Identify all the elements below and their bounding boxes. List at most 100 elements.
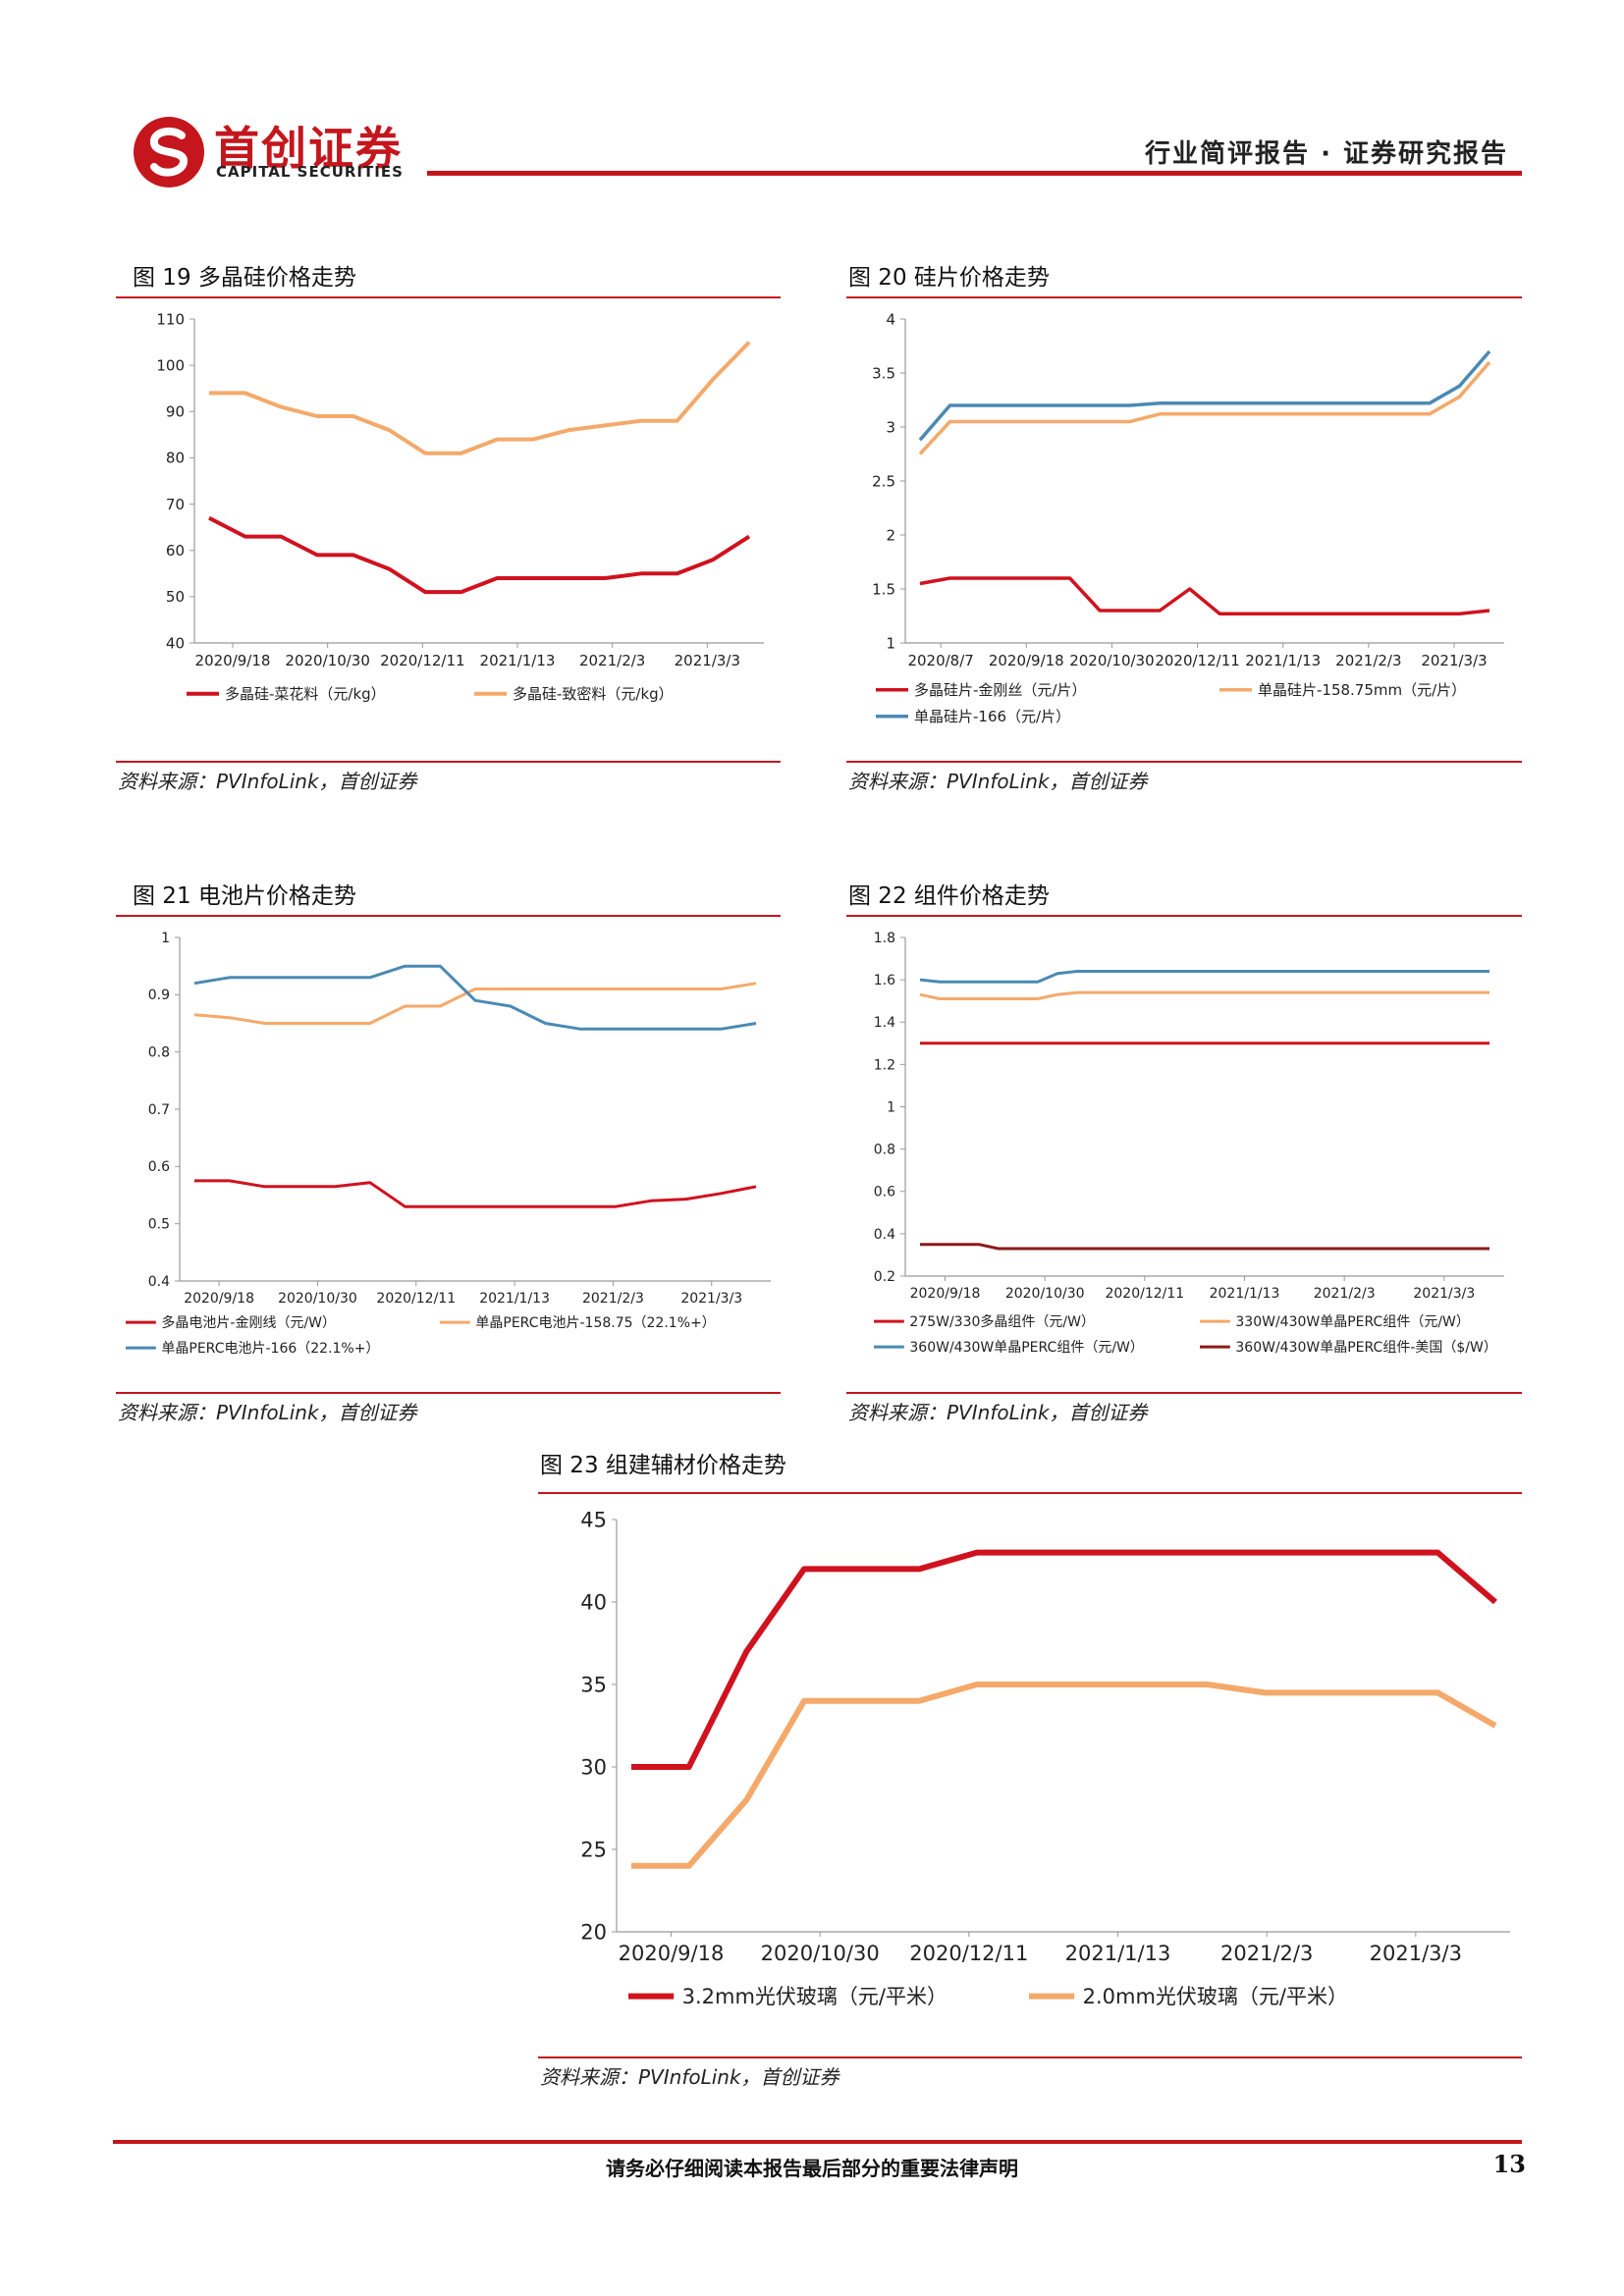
series-line-2 bbox=[919, 970, 1489, 984]
y-tick-label: 1.4 bbox=[874, 1015, 895, 1031]
figure-21-chart: 0.4 0.5 0.6 0.7 0.8 0.9 1 2020/9/18 2020/10/30 20… bbox=[126, 931, 771, 1357]
x-tick-label: 2021/3/3 bbox=[1370, 1942, 1462, 1965]
y-tick-label: 110 bbox=[156, 310, 185, 328]
figure-20-top-rule bbox=[846, 296, 1522, 298]
legend-item-3: 360W/430W单晶PERC组件-美国（$/W） bbox=[1200, 1340, 1497, 1356]
figure-19-source: 资料来源：PVInfoLink，首创证券 bbox=[118, 770, 417, 793]
legend-label: 多晶电池片-金刚线（元/W） bbox=[161, 1314, 336, 1331]
x-tick-label: 2021/2/3 bbox=[1220, 1942, 1313, 1965]
figure-19-chart: 40 50 60 70 80 90 100 110 2020/9/18 2020/10/30 202… bbox=[156, 310, 764, 703]
legend-label: 330W/430W单晶PERC组件（元/W） bbox=[1235, 1314, 1470, 1330]
y-tick-label: 70 bbox=[166, 496, 185, 513]
y-tick-label: 1.5 bbox=[872, 580, 895, 598]
x-tick-label: 2021/3/3 bbox=[1413, 1286, 1475, 1302]
y-tick-label: 40 bbox=[580, 1590, 607, 1614]
series-line-0 bbox=[919, 576, 1490, 616]
x-tick-label: 2021/1/13 bbox=[480, 652, 556, 669]
x-tick-label: 2020/12/11 bbox=[909, 1942, 1028, 1965]
legend-label: 275W/330多晶组件（元/W） bbox=[909, 1313, 1095, 1330]
x-tick-label: 2020/12/11 bbox=[380, 652, 464, 669]
x-tick-label: 2021/3/3 bbox=[1421, 652, 1487, 669]
y-tick-label: 0.8 bbox=[874, 1143, 895, 1158]
x-tick-label: 2020/10/30 bbox=[1069, 652, 1154, 669]
y-tick-label: 0.7 bbox=[148, 1102, 170, 1118]
legend-item-1: 330W/430W单晶PERC组件（元/W） bbox=[1200, 1314, 1470, 1330]
y-tick-label: 90 bbox=[166, 403, 185, 421]
legend-label: 2.0mm光伏玻璃（元/平米） bbox=[1083, 1985, 1348, 2008]
x-tick-label: 2020/9/18 bbox=[619, 1942, 725, 1965]
logo-icon bbox=[134, 117, 204, 187]
series-line-0 bbox=[208, 515, 751, 595]
series-line-3 bbox=[920, 1243, 1489, 1251]
legend-item-0: 多晶硅-菜花料（元/kg） bbox=[187, 685, 386, 703]
brand-name-cn: 首创证券 bbox=[214, 122, 403, 175]
figure-22-top-rule bbox=[846, 915, 1522, 917]
legend-label: 360W/430W单晶PERC组件（元/W） bbox=[909, 1340, 1144, 1356]
y-tick-label: 0.2 bbox=[874, 1269, 895, 1285]
y-tick-label: 3.5 bbox=[872, 364, 895, 382]
legend-item-1: 单晶PERC电池片-158.75（22.1%+） bbox=[440, 1315, 716, 1331]
series-line-1 bbox=[193, 982, 757, 1025]
x-tick-label: 2020/12/11 bbox=[1105, 1286, 1184, 1302]
figure-21-title: 图 21 电池片价格走势 bbox=[133, 883, 356, 909]
y-tick-label: 50 bbox=[166, 588, 185, 606]
figure-22-chart: 0.2 0.4 0.6 0.8 1 1.2 1.4 1.6 1.8 2020/9/18 2020/1… bbox=[874, 931, 1504, 1356]
series-line-1 bbox=[209, 341, 751, 455]
legal-notice: 请务必仔细阅读本报告最后部分的重要法律声明 bbox=[606, 2157, 1018, 2180]
series-line-0 bbox=[631, 1549, 1497, 1770]
y-tick-label: 1.2 bbox=[874, 1057, 895, 1073]
legend-item-1: 单晶硅片-158.75mm（元/片） bbox=[1219, 681, 1466, 699]
figure-23-title: 图 23 组建辅材价格走势 bbox=[540, 1453, 786, 1478]
series-line-0 bbox=[194, 1179, 757, 1208]
x-tick-label: 2021/2/3 bbox=[582, 1291, 644, 1307]
legend-label: 360W/430W单晶PERC组件-美国（$/W） bbox=[1235, 1340, 1496, 1356]
y-tick-label: 0.6 bbox=[148, 1159, 170, 1175]
x-tick-label: 2020/9/18 bbox=[195, 652, 271, 669]
x-tick-label: 2021/1/13 bbox=[479, 1291, 550, 1307]
x-tick-label: 2021/2/3 bbox=[1314, 1286, 1376, 1302]
y-tick-label: 35 bbox=[580, 1673, 607, 1696]
y-tick-label: 20 bbox=[580, 1920, 607, 1944]
legend-item-0: 多晶硅片-金刚丝（元/片） bbox=[876, 681, 1086, 699]
legend-label: 单晶PERC电池片-166（22.1%+） bbox=[161, 1341, 379, 1357]
figure-23-top-rule bbox=[538, 1492, 1522, 1494]
figure-20-bottom-rule bbox=[846, 761, 1522, 763]
y-tick-label: 0.4 bbox=[874, 1227, 895, 1243]
y-tick-label: 1.6 bbox=[874, 973, 895, 988]
x-tick-label: 2020/9/18 bbox=[989, 652, 1064, 669]
figure-21-source: 资料来源：PVInfoLink，首创证券 bbox=[118, 1401, 417, 1424]
figure-20-source: 资料来源：PVInfoLink，首创证券 bbox=[848, 770, 1148, 793]
x-tick-label: 2020/10/30 bbox=[761, 1942, 880, 1965]
y-tick-label: 1.8 bbox=[874, 931, 895, 946]
legend-item-2: 单晶硅片-166（元/片） bbox=[876, 708, 1070, 725]
y-tick-label: 60 bbox=[166, 542, 185, 560]
page-number: 13 bbox=[1492, 2150, 1526, 2178]
legend-item-0: 多晶电池片-金刚线（元/W） bbox=[126, 1314, 336, 1331]
legend-label: 多晶硅-致密料（元/kg） bbox=[513, 685, 674, 703]
y-tick-label: 0.6 bbox=[874, 1185, 895, 1201]
x-tick-label: 2021/2/3 bbox=[1335, 652, 1401, 669]
y-tick-label: 45 bbox=[580, 1508, 607, 1531]
y-tick-label: 30 bbox=[580, 1755, 607, 1779]
footer-divider bbox=[113, 2140, 1522, 2144]
x-tick-label: 2020/10/30 bbox=[278, 1291, 357, 1307]
series-line-1 bbox=[631, 1682, 1497, 1869]
legend-label: 3.2mm光伏玻璃（元/平米） bbox=[682, 1985, 947, 2008]
legend-item-0: 3.2mm光伏玻璃（元/平米） bbox=[628, 1985, 947, 2008]
report-type: 行业简评报告 · 证券研究报告 bbox=[1145, 139, 1508, 169]
figure-19-title: 图 19 多晶硅价格走势 bbox=[133, 265, 356, 291]
brand-name-en: CAPITAL SECURITIES bbox=[216, 163, 404, 181]
y-tick-label: 0.9 bbox=[148, 988, 170, 1003]
y-tick-label: 4 bbox=[886, 310, 895, 328]
y-tick-label: 80 bbox=[166, 450, 185, 467]
figure-20-chart: 1 1.5 2 2.5 3 3.5 4 2020/8/7 2020/9/18 2020/10/30… bbox=[872, 310, 1504, 725]
figure-23-chart: 20 25 30 35 40 45 2020/9/18 2020/10/30 2020/12/1… bbox=[580, 1508, 1510, 2008]
series-line-1 bbox=[918, 360, 1491, 455]
figure-19-top-rule bbox=[116, 296, 781, 298]
figure-19-bottom-rule bbox=[116, 761, 781, 763]
x-tick-label: 2021/3/3 bbox=[675, 652, 740, 669]
x-tick-label: 2020/12/11 bbox=[376, 1291, 456, 1307]
figure-22-title: 图 22 组件价格走势 bbox=[848, 883, 1050, 909]
series-line-1 bbox=[919, 990, 1489, 1000]
x-tick-label: 2020/9/18 bbox=[184, 1291, 254, 1307]
